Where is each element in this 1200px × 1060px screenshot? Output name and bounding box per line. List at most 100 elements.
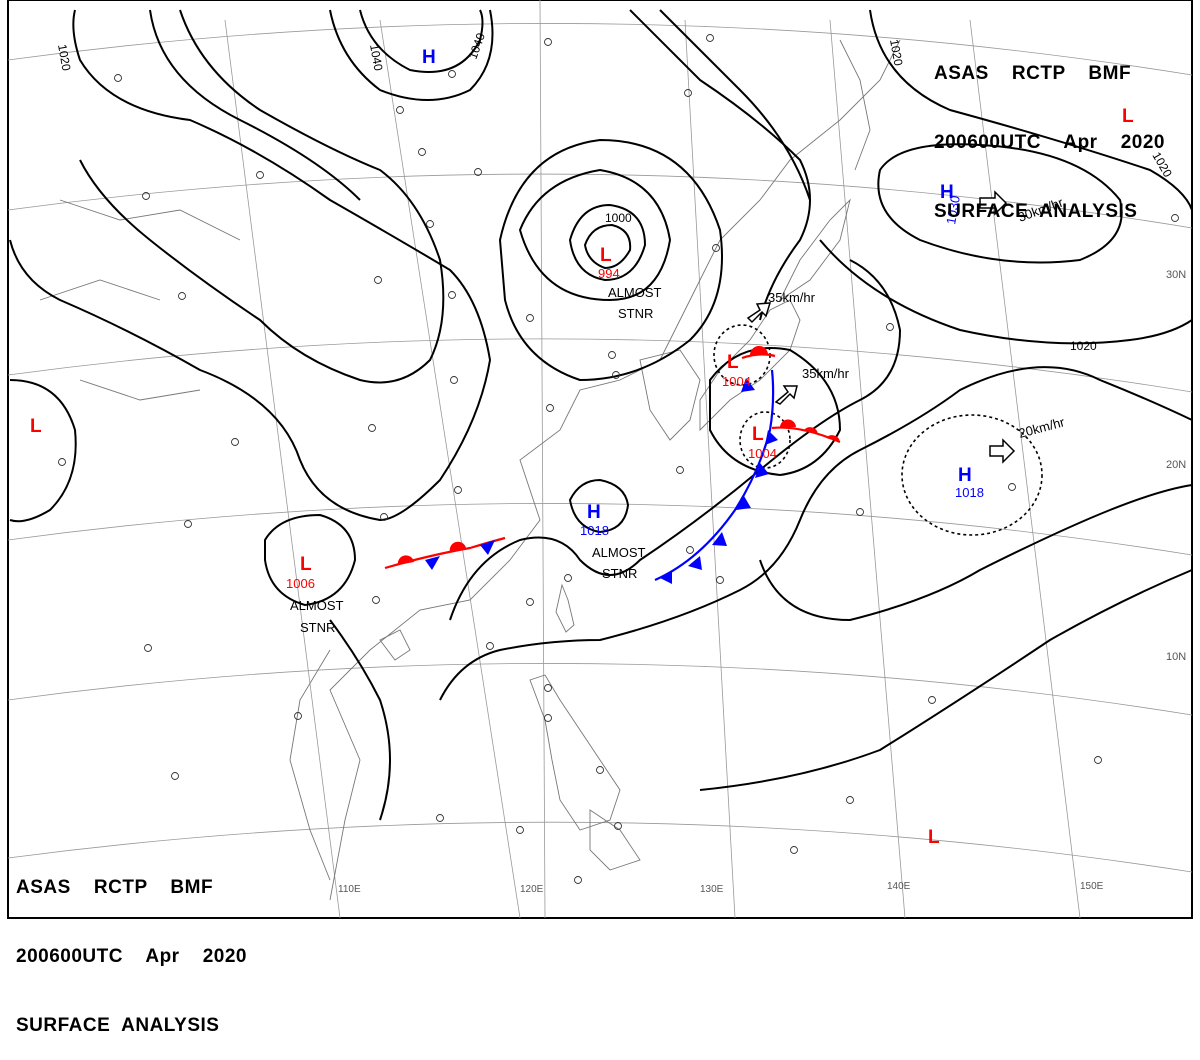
warm-bump-4 (804, 427, 818, 434)
lat-label-20n: 20N (1166, 459, 1186, 471)
high-value-1030: 1030 (943, 194, 963, 225)
almost-stnr-high-label-2: STNR (602, 566, 637, 581)
isobar-1018-high (568, 478, 630, 534)
isobar-1040-inner (359, 9, 484, 73)
cold-tri-9 (741, 378, 755, 392)
map-border (7, 0, 1193, 919)
isobar-north-ring-c (659, 9, 811, 201)
high-value-1018-east: 1018 (955, 485, 984, 500)
almost-stnr-low-label: ALMOST (608, 285, 662, 300)
isobar-north-ring-b (629, 9, 811, 321)
isobar-1020-east (869, 9, 1193, 211)
cold-tri-4 (688, 556, 702, 570)
isobar-1000 (568, 203, 647, 282)
surface-analysis-map: 1020 1040 1040 1000 1020 1020 1020 H L 9… (7, 0, 1193, 919)
motion-arrows (746, 190, 1016, 464)
motion-label-japan-1: 35km/hr (768, 290, 816, 305)
cold-tri-7 (755, 463, 769, 478)
station-markers (58, 34, 1179, 884)
cold-tri-6 (736, 496, 751, 510)
low-value-1004-north: 1004 (722, 374, 751, 389)
dashed-ring-east-high-1018 (901, 414, 1043, 536)
warm-bump-6 (749, 345, 768, 356)
coastlines (39, 39, 901, 901)
isobar-labels: 1020 1040 1040 1000 1020 1020 1020 (55, 31, 1175, 353)
warm-bump-3 (779, 419, 796, 428)
stationary-notes: ALMOST STNR ALMOST STNR ALMOST STNR (290, 285, 662, 635)
isobar-1006-ring (264, 513, 357, 607)
isobar-label-1000: 1000 (605, 211, 632, 225)
cold-tri-2 (480, 540, 495, 555)
lon-label-140e: 140E (887, 881, 911, 892)
isobar-label-1040-a: 1040 (367, 43, 385, 72)
isobar-1016-ring (498, 138, 723, 382)
isobar-mid-west (79, 9, 445, 384)
high-center-1018-east: H (958, 465, 972, 486)
header-top-line3: SURFACE ANALYSIS (934, 201, 1138, 222)
coast-asia-east (329, 39, 901, 901)
isobars (9, 9, 1193, 821)
graticule (7, 0, 1193, 919)
low-center-1004-north: L (727, 352, 739, 373)
isobar-north-ring-a (149, 9, 361, 201)
coast-philippines (529, 674, 621, 831)
low-center-1006: L (300, 554, 312, 575)
low-center-se-corner: L (928, 827, 940, 848)
header-bottom-line2: 200600UTC Apr 2020 (16, 946, 247, 967)
high-center-north: H (422, 47, 436, 68)
isobar-1040-north (329, 9, 494, 101)
motion-arrow-japan-2 (774, 385, 798, 405)
warm-bump-1 (397, 555, 414, 565)
almost-stnr-1006-label-2: STNR (300, 620, 335, 635)
pressure-centers: H L 994 H 1030 L 1004 L 1004 H 1018 H 10… (30, 47, 1134, 848)
high-value-1018-sea: 1018 (580, 523, 609, 538)
isobar-label-1020-nw: 1020 (55, 43, 73, 72)
coast-west-rivers (39, 199, 241, 401)
fronts (384, 345, 841, 584)
high-center-1018-sea: H (587, 502, 601, 523)
lat-label-10n: 10N (1166, 651, 1186, 663)
lon-label-120e: 120E (520, 884, 544, 895)
low-value-994: 994 (598, 266, 620, 281)
header-top-right: ASAS RCTP BMF 200600UTC Apr 2020 SURFACE… (934, 16, 1165, 246)
header-bottom-line3: SURFACE ANALYSIS (16, 1015, 220, 1036)
coast-hainan (379, 629, 411, 661)
almost-stnr-high-label: ALMOST (592, 545, 646, 560)
motion-arrow-east-1018 (989, 438, 1016, 464)
almost-stnr-1006-label: ALMOST (290, 598, 344, 613)
almost-stnr-low-label-2: STNR (618, 306, 653, 321)
cold-tri-8 (765, 430, 778, 445)
dashed-ring-japan-low-2 (739, 411, 791, 469)
cold-tri-5 (712, 532, 727, 546)
coast-indochina (289, 649, 331, 881)
motion-arrow-east-high (979, 190, 1008, 216)
cold-front-main (654, 369, 775, 582)
lat-label-30n: 30N (1166, 269, 1186, 281)
low-center-ne-corner: L (1122, 106, 1134, 127)
axis-labels: 30N 20N 10N 110E 120E 130E 140E 150E (338, 269, 1186, 895)
coast-korea (639, 349, 701, 441)
isobar-label-1020-pacific: 1020 (1070, 339, 1097, 353)
motion-arrow-japan-1 (746, 302, 772, 324)
cold-tri-3 (660, 570, 672, 584)
isobar-center-low (518, 168, 672, 302)
low-value-1004-south: 1004 (748, 446, 777, 461)
header-bottom-left: ASAS RCTP BMF 200600UTC Apr 2020 SURFACE… (16, 830, 247, 1060)
cold-tri-1 (425, 556, 440, 570)
header-top-line2: 200600UTC Apr 2020 (934, 132, 1165, 153)
coast-philippines-south (589, 809, 641, 871)
isobar-1020-pacific (819, 239, 1193, 345)
header-top-line1: ASAS RCTP BMF (934, 63, 1132, 84)
isobar-south-1014 (329, 619, 391, 821)
isobar-east-high-1030 (877, 143, 1123, 264)
lon-label-130e: 130E (700, 884, 724, 895)
motion-label-japan-2: 35km/hr (802, 366, 850, 381)
isobar-west-low-ring (9, 379, 77, 523)
coast-kamchatka (839, 39, 871, 171)
coast-japan-north (778, 198, 851, 302)
high-center-1030: H (940, 182, 954, 203)
low-center-994: L (600, 245, 612, 266)
lon-label-150e: 150E (1080, 881, 1104, 892)
isobar-south-1010 (449, 259, 902, 621)
low-center-1004-south: L (752, 424, 764, 445)
